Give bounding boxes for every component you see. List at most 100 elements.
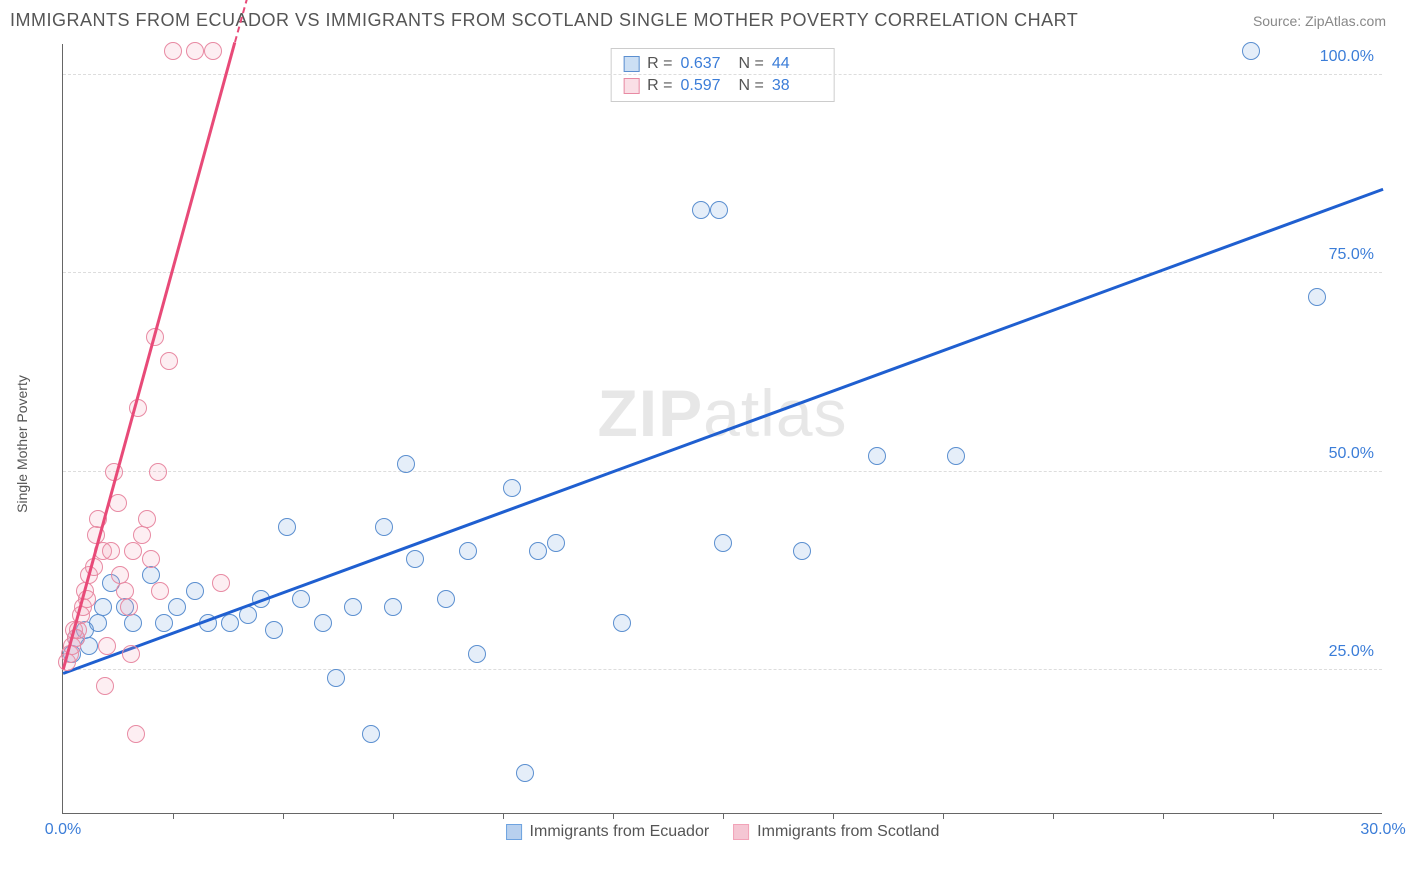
x-tick-mark bbox=[723, 813, 724, 819]
data-point bbox=[160, 352, 178, 370]
data-point bbox=[516, 764, 534, 782]
data-point bbox=[98, 637, 116, 655]
data-point bbox=[1242, 42, 1260, 60]
y-tick-label: 50.0% bbox=[1329, 445, 1374, 463]
data-point bbox=[437, 590, 455, 608]
x-tick-mark bbox=[613, 813, 614, 819]
data-point bbox=[109, 494, 127, 512]
x-tick-mark bbox=[283, 813, 284, 819]
x-tick-mark bbox=[833, 813, 834, 819]
legend-r-value: 0.637 bbox=[681, 55, 731, 73]
data-point bbox=[142, 550, 160, 568]
data-point bbox=[292, 590, 310, 608]
data-point bbox=[151, 582, 169, 600]
x-tick-mark bbox=[1053, 813, 1054, 819]
legend-n-value: 44 bbox=[772, 55, 822, 73]
data-point bbox=[102, 542, 120, 560]
chart-container: Single Mother Poverty ZIPatlas R =0.637N… bbox=[40, 44, 1390, 844]
legend-series-label: Immigrants from Ecuador bbox=[530, 823, 710, 841]
plot-area: ZIPatlas R =0.637N =44R =0.597N =38 Immi… bbox=[62, 44, 1382, 814]
data-point bbox=[186, 582, 204, 600]
legend-stat-row: R = 0.637 N = 44 bbox=[623, 53, 822, 75]
legend-swatch bbox=[506, 824, 522, 840]
data-point bbox=[327, 669, 345, 687]
data-point bbox=[468, 645, 486, 663]
gridline bbox=[63, 471, 1382, 472]
legend-series-item: Immigrants from Scotland bbox=[733, 823, 939, 841]
data-point bbox=[149, 463, 167, 481]
data-point bbox=[362, 725, 380, 743]
data-point bbox=[138, 510, 156, 528]
gridline bbox=[63, 74, 1382, 75]
data-point bbox=[124, 614, 142, 632]
x-tick-mark bbox=[943, 813, 944, 819]
data-point bbox=[459, 542, 477, 560]
data-point bbox=[204, 42, 222, 60]
data-point bbox=[384, 598, 402, 616]
x-tick-label: 0.0% bbox=[45, 821, 81, 839]
legend-series-item: Immigrants from Ecuador bbox=[506, 823, 710, 841]
data-point bbox=[133, 526, 151, 544]
data-point bbox=[344, 598, 362, 616]
legend-swatch bbox=[623, 78, 639, 94]
x-tick-mark bbox=[393, 813, 394, 819]
data-point bbox=[127, 725, 145, 743]
y-tick-label: 75.0% bbox=[1329, 246, 1374, 264]
data-point bbox=[278, 518, 296, 536]
data-point bbox=[94, 598, 112, 616]
y-tick-label: 25.0% bbox=[1329, 643, 1374, 661]
data-point bbox=[124, 542, 142, 560]
data-point bbox=[186, 42, 204, 60]
data-point bbox=[375, 518, 393, 536]
data-point bbox=[212, 574, 230, 592]
legend-series-label: Immigrants from Scotland bbox=[757, 823, 939, 841]
legend-r-label: R = bbox=[647, 77, 672, 95]
data-point bbox=[164, 42, 182, 60]
data-point bbox=[547, 534, 565, 552]
x-tick-mark bbox=[503, 813, 504, 819]
legend-stat-row: R = 0.597 N = 38 bbox=[623, 75, 822, 97]
legend-series: Immigrants from Ecuador Immigrants from S… bbox=[506, 823, 940, 841]
data-point bbox=[503, 479, 521, 497]
x-tick-mark bbox=[173, 813, 174, 819]
data-point bbox=[793, 542, 811, 560]
data-point bbox=[529, 542, 547, 560]
data-point bbox=[710, 201, 728, 219]
data-point bbox=[120, 598, 138, 616]
x-tick-label: 30.0% bbox=[1360, 821, 1405, 839]
data-point bbox=[265, 621, 283, 639]
data-point bbox=[714, 534, 732, 552]
legend-stats: R = 0.637 N = 44 R = 0.597 N = 38 bbox=[610, 48, 835, 102]
x-tick-mark bbox=[1163, 813, 1164, 819]
watermark: ZIPatlas bbox=[597, 375, 847, 451]
legend-n-label: N = bbox=[739, 55, 764, 73]
x-tick-mark bbox=[1273, 813, 1274, 819]
data-point bbox=[168, 598, 186, 616]
data-point bbox=[221, 614, 239, 632]
data-point bbox=[692, 201, 710, 219]
legend-n-value: 38 bbox=[772, 77, 822, 95]
data-point bbox=[314, 614, 332, 632]
y-axis-label: Single Mother Poverty bbox=[14, 375, 30, 513]
data-point bbox=[947, 447, 965, 465]
data-point bbox=[406, 550, 424, 568]
y-tick-label: 100.0% bbox=[1320, 48, 1374, 66]
data-point bbox=[122, 645, 140, 663]
legend-n-label: N = bbox=[739, 77, 764, 95]
data-point bbox=[397, 455, 415, 473]
data-point bbox=[1308, 288, 1326, 306]
legend-swatch bbox=[623, 56, 639, 72]
legend-r-label: R = bbox=[647, 55, 672, 73]
data-point bbox=[96, 677, 114, 695]
data-point bbox=[155, 614, 173, 632]
data-point bbox=[89, 614, 107, 632]
trend-line bbox=[63, 187, 1384, 674]
chart-title: IMMIGRANTS FROM ECUADOR VS IMMIGRANTS FR… bbox=[10, 10, 1078, 31]
gridline bbox=[63, 669, 1382, 670]
chart-source: Source: ZipAtlas.com bbox=[1253, 13, 1386, 29]
gridline bbox=[63, 272, 1382, 273]
data-point bbox=[868, 447, 886, 465]
legend-r-value: 0.597 bbox=[681, 77, 731, 95]
legend-swatch bbox=[733, 824, 749, 840]
data-point bbox=[613, 614, 631, 632]
